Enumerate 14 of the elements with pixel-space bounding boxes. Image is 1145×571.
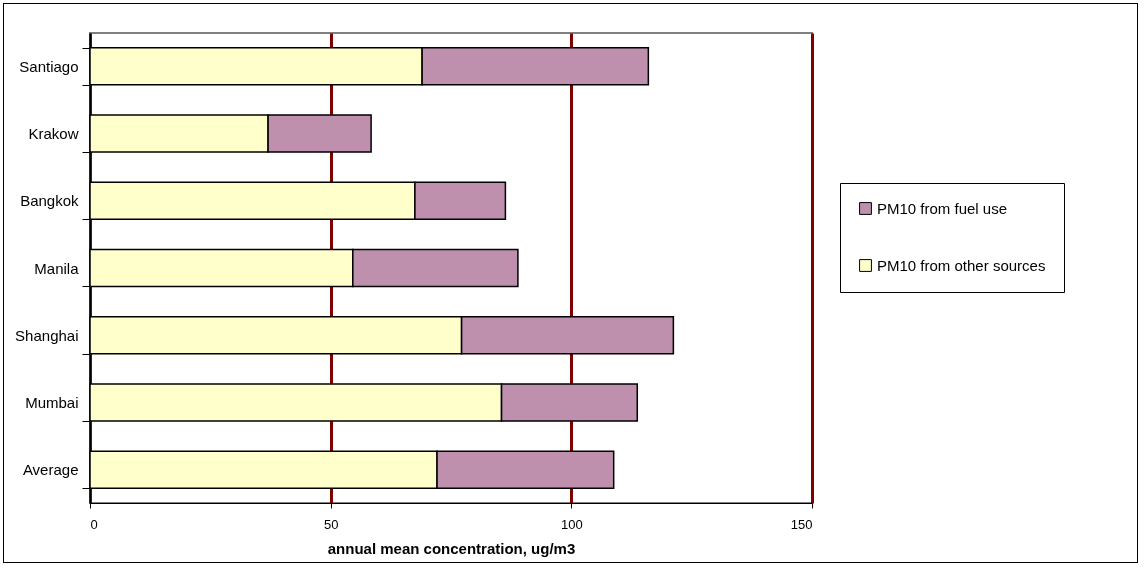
legend-label: PM10 from fuel use <box>877 199 1008 217</box>
x-axis-title: annual mean concentration, ug/m3 <box>327 539 576 557</box>
x-tick-label: 150 <box>790 516 813 532</box>
y-tick-label: Bangkok <box>20 192 79 210</box>
y-tick-label: Krakow <box>28 125 79 143</box>
x-tick-label: 50 <box>323 516 339 532</box>
x-tick-label: 0 <box>90 516 98 532</box>
y-tick-label: Average <box>22 461 79 479</box>
y-tick-label: Manila <box>34 259 80 277</box>
x-tick-label: 100 <box>560 516 583 532</box>
y-tick-label: Santiago <box>19 57 79 75</box>
y-tick-label: Mumbai <box>25 393 79 411</box>
y-tick-label: Shanghai <box>15 326 79 344</box>
legend-label: PM10 from other sources <box>877 256 1046 274</box>
